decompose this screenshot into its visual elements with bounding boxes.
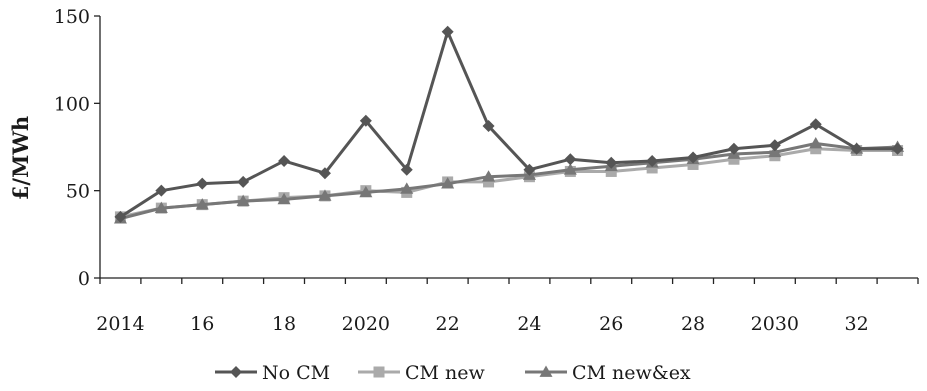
data-point: [891, 142, 904, 155]
data-point: [810, 143, 822, 155]
legend-item: No CM: [215, 362, 330, 384]
data-point: [728, 153, 740, 165]
x-tick-label: 32: [845, 313, 869, 335]
data-point: [400, 163, 413, 176]
data-point: [441, 177, 455, 189]
data-point: [687, 158, 699, 170]
legend-marker: [539, 365, 553, 377]
data-point: [809, 118, 822, 131]
data-point: [318, 189, 332, 201]
data-point: [809, 137, 823, 149]
series-no-cm: [114, 25, 904, 223]
legend-marker: [230, 366, 242, 378]
data-point: [646, 154, 659, 167]
data-point: [359, 114, 372, 127]
legend-marker: [373, 366, 385, 378]
x-tick-label: 24: [517, 313, 541, 335]
data-point: [237, 175, 250, 188]
data-point: [155, 184, 168, 197]
y-tick-label: 100: [54, 93, 90, 115]
data-point: [483, 176, 495, 188]
data-point: [850, 142, 863, 155]
series-cm-new-ex: [113, 137, 905, 224]
data-point: [154, 201, 168, 214]
data-point: [564, 153, 577, 166]
data-point: [482, 120, 495, 133]
series-line: [119, 30, 898, 219]
x-tick-label: 26: [599, 313, 623, 335]
data-point: [441, 25, 454, 38]
data-point: [278, 154, 291, 167]
data-point: [563, 163, 577, 175]
y-axis-label: £/MWh: [8, 116, 33, 200]
x-tick-label: 2014: [96, 313, 144, 335]
x-tick-label: 18: [272, 313, 296, 335]
data-point: [400, 182, 414, 194]
data-point: [482, 170, 496, 182]
x-tick-label: 2030: [751, 313, 799, 335]
data-point: [114, 210, 127, 223]
legend-item: CM new: [358, 362, 486, 384]
x-tick-label: 22: [436, 313, 460, 335]
data-point: [646, 162, 658, 174]
x-tick-label: 16: [190, 313, 214, 335]
data-point: [727, 142, 740, 155]
legend-item: CM new&ex: [525, 362, 691, 384]
legend: No CM CM new CM new&ex: [215, 362, 691, 384]
data-point: [687, 151, 700, 164]
y-tick-label: 0: [78, 268, 90, 290]
x-tick-label: 28: [681, 313, 705, 335]
data-point: [359, 185, 373, 198]
x-tick-label: 2020: [342, 313, 390, 335]
series-layer: [113, 25, 905, 224]
data-point: [605, 165, 617, 177]
axes: 0 50 100 150 2014 16 18 2020 22 24 26 28 2030 32: [54, 6, 919, 335]
y-tick-label: 150: [54, 6, 90, 28]
series-line: [120, 142, 898, 221]
data-point: [768, 145, 782, 158]
legend-label: CM new: [405, 362, 486, 384]
y-tick-label: 50: [66, 181, 90, 203]
data-point: [605, 156, 618, 169]
data-point: [768, 139, 781, 152]
data-point: [196, 177, 209, 190]
data-point: [523, 163, 536, 176]
data-point: [318, 167, 331, 180]
data-point: [236, 194, 250, 207]
data-point: [195, 198, 209, 210]
data-point: [277, 192, 291, 205]
legend-label: No CM: [262, 362, 330, 384]
legend-label: CM new&ex: [572, 362, 691, 384]
